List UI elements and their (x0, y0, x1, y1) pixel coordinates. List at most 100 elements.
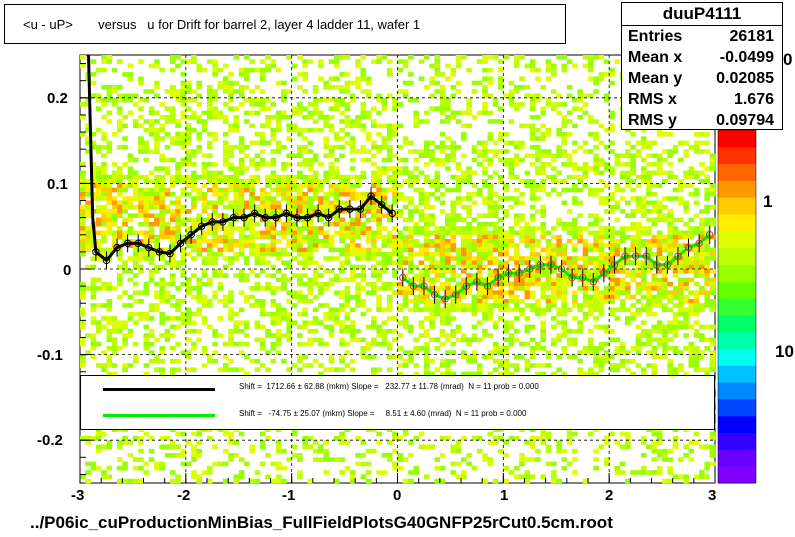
heatmap-cell (434, 174, 441, 180)
heatmap-cell (545, 281, 552, 287)
heatmap-cell (450, 157, 456, 163)
heatmap-cell (455, 183, 462, 188)
heatmap-cell (111, 97, 118, 103)
heatmap-cell (439, 72, 446, 77)
heatmap-cell (286, 204, 292, 210)
heatmap-cell (678, 307, 684, 313)
heatmap-cell (159, 174, 165, 180)
heatmap-cell (275, 448, 282, 454)
heatmap-cell (148, 230, 155, 236)
heatmap-cell (455, 474, 462, 479)
heatmap-cell (678, 269, 684, 274)
heatmap-cell (180, 260, 187, 265)
heatmap-cell (450, 448, 456, 454)
heatmap-cell (217, 80, 224, 86)
heatmap-cell (80, 239, 86, 244)
heatmap-cell (117, 179, 123, 184)
heatmap-cell (397, 371, 404, 377)
heatmap-cell (365, 448, 372, 454)
heatmap-cell (603, 72, 610, 77)
heatmap-cell (577, 303, 583, 308)
heatmap-cell (371, 217, 377, 223)
heatmap-cell (466, 358, 472, 364)
heatmap-cell (349, 217, 356, 223)
heatmap-cell (180, 97, 187, 103)
heatmap-cell (513, 294, 520, 300)
heatmap-cell (656, 230, 663, 236)
heatmap-cell (222, 85, 229, 90)
heatmap-cell (148, 435, 155, 441)
heatmap-cell (461, 303, 467, 308)
heatmap-cell (614, 59, 621, 64)
heatmap-cell (640, 209, 647, 214)
heatmap-cell (349, 294, 356, 300)
heatmap-cell (85, 470, 91, 475)
heatmap-cell (450, 328, 456, 334)
heatmap-cell (434, 243, 441, 248)
heatmap-cell (424, 144, 430, 150)
heatmap-cell (344, 328, 351, 334)
heatmap-cell (598, 239, 605, 244)
heatmap-cell (598, 264, 605, 270)
heatmap-cell (392, 461, 398, 467)
heatmap-cell (561, 153, 568, 158)
heatmap-cell (513, 174, 520, 180)
heatmap-cell (291, 294, 298, 300)
heatmap-cell (376, 324, 382, 330)
heatmap-cell (302, 179, 308, 184)
heatmap-cell (328, 187, 335, 193)
heatmap-cell (355, 196, 361, 201)
heatmap-cell (217, 286, 224, 291)
heatmap-cell (101, 102, 107, 107)
heatmap-cell (646, 444, 652, 450)
heatmap-cell (355, 299, 361, 304)
heatmap-cell (201, 363, 208, 368)
heatmap-cell (413, 97, 419, 103)
heatmap-cell (376, 333, 382, 338)
heatmap-cell (466, 277, 472, 283)
heatmap-cell (297, 367, 303, 372)
heatmap-cell (519, 354, 525, 360)
heatmap-cell (106, 303, 113, 308)
heatmap-cell (170, 106, 176, 111)
heatmap-cell (302, 307, 308, 313)
heatmap-cell (413, 123, 419, 129)
heatmap-cell (376, 303, 382, 308)
heatmap-cell (275, 119, 282, 124)
heatmap-cell (275, 461, 282, 467)
heatmap-cell (244, 110, 250, 116)
heatmap-cell (593, 448, 599, 454)
heatmap-cell (201, 260, 208, 265)
heatmap-cell (196, 132, 202, 137)
heatmap-cell (413, 119, 419, 124)
heatmap-cell (413, 435, 419, 441)
heatmap-cell (259, 123, 266, 129)
heatmap-cell (101, 221, 107, 227)
heatmap-cell (270, 299, 277, 304)
heatmap-cell (439, 247, 446, 253)
heatmap-cell (556, 440, 562, 445)
heatmap-cell (381, 170, 388, 176)
heatmap-cell (201, 217, 208, 223)
heatmap-cell (212, 162, 218, 167)
heatmap-cell (117, 213, 123, 218)
heatmap-cell (275, 114, 282, 120)
heatmap-cell (487, 132, 494, 137)
heatmap-cell (487, 294, 494, 300)
heatmap-cell (275, 341, 282, 347)
heatmap-cell (180, 431, 187, 437)
heatmap-cell (249, 110, 255, 116)
heatmap-cell (349, 239, 356, 244)
heatmap-cell (249, 179, 255, 184)
heatmap-cell (117, 170, 123, 176)
heatmap-cell (360, 273, 367, 278)
heatmap-cell (175, 444, 181, 450)
heatmap-cell (434, 346, 441, 351)
heatmap-cell (318, 273, 324, 278)
heatmap-cell (148, 196, 155, 201)
heatmap-cell (656, 247, 663, 253)
heatmap-cell (207, 354, 213, 360)
heatmap-cell (656, 153, 663, 158)
heatmap-cell (418, 149, 425, 154)
heatmap-cell (461, 435, 467, 441)
